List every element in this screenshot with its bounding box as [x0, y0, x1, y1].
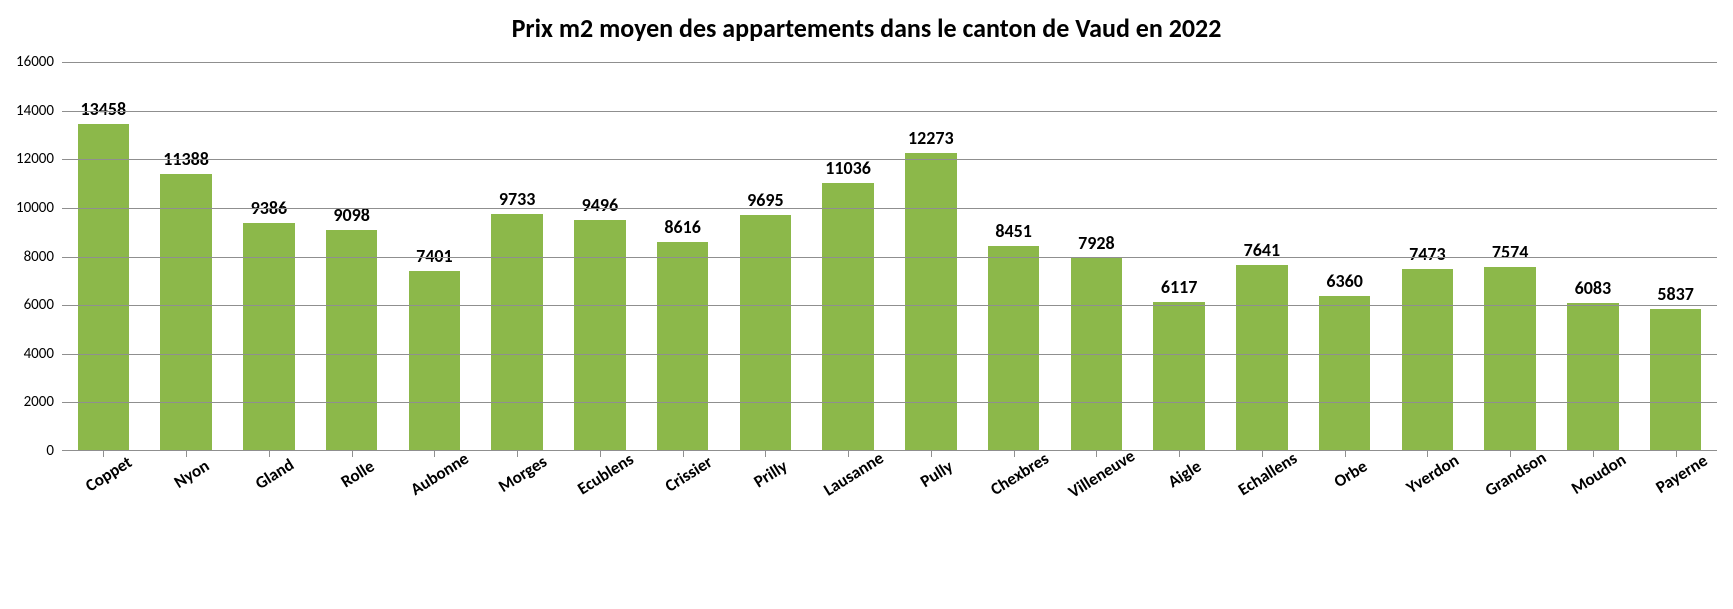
gridline: [62, 402, 1717, 403]
x-tick: [1014, 451, 1015, 457]
x-tick: [1262, 451, 1263, 457]
y-tick-label: 12000: [16, 150, 62, 168]
y-tick-label: 4000: [24, 345, 62, 363]
x-tick-label: Aubonne: [407, 448, 473, 500]
plot-area: 1345811388938690987401973394968616969511…: [62, 62, 1717, 451]
bar: 7401: [409, 271, 460, 451]
bar: 11036: [822, 183, 873, 451]
bar-value-label: 8616: [664, 216, 701, 238]
bar: 9098: [326, 230, 377, 451]
gridline: [62, 62, 1717, 63]
chart-title: Prix m2 moyen des appartements dans le c…: [0, 0, 1733, 44]
bar: 9733: [491, 214, 542, 451]
gridline: [62, 208, 1717, 209]
x-tick-label: Payerne: [1651, 450, 1710, 498]
bar: 6117: [1153, 302, 1204, 451]
bar: 9496: [574, 220, 625, 451]
y-tick-label: 16000: [16, 53, 62, 71]
x-tick: [517, 451, 518, 457]
x-tick-label: Crissier: [661, 451, 716, 496]
x-tick-label: Aigle: [1164, 456, 1205, 493]
x-tick: [352, 451, 353, 457]
x-tick-label: Gland: [251, 454, 297, 494]
x-tick-label: Ecublens: [574, 449, 638, 500]
bar: 7641: [1236, 265, 1287, 451]
x-tick-label: Prilly: [750, 456, 791, 493]
x-tick-label: Coppet: [82, 452, 136, 497]
y-tick-label: 0: [46, 442, 62, 460]
x-tick-label: Grandson: [1481, 447, 1550, 501]
x-tick: [103, 451, 104, 457]
gridline: [62, 305, 1717, 306]
x-tick: [1179, 451, 1180, 457]
x-tick-label: Orbe: [1330, 456, 1371, 492]
bar: 5837: [1650, 309, 1701, 451]
x-tick-label: Chexbres: [986, 448, 1052, 500]
bar: 6360: [1319, 296, 1370, 451]
x-tick: [1345, 451, 1346, 457]
x-axis-labels: Coppet Nyon Gland Rolle Aubonne Morges Ecublen…: [62, 451, 1717, 601]
x-tick-label: Pully: [916, 456, 956, 492]
bar: 9695: [740, 215, 791, 451]
x-tick: [1096, 451, 1097, 457]
x-tick: [269, 451, 270, 457]
bar-value-label: 8451: [995, 220, 1032, 242]
x-tick: [1676, 451, 1677, 457]
gridline: [62, 159, 1717, 160]
bar: 12273: [905, 153, 956, 451]
bar: 7574: [1484, 267, 1535, 451]
y-tick-label: 2000: [24, 393, 62, 411]
x-tick: [931, 451, 932, 457]
bar-chart: Prix m2 moyen des appartements dans le c…: [0, 0, 1733, 609]
bar-value-label: 12273: [908, 127, 954, 149]
bar-value-label: 13458: [81, 98, 127, 120]
x-tick: [600, 451, 601, 457]
bar-value-label: 7641: [1244, 239, 1281, 261]
x-tick: [683, 451, 684, 457]
x-tick-label: Lausanne: [820, 447, 888, 500]
x-tick-label: Villeneuve: [1065, 445, 1139, 502]
bar-value-label: 6360: [1326, 270, 1363, 292]
y-tick-label: 6000: [24, 296, 62, 314]
bar: 8451: [988, 246, 1039, 451]
bar: 6083: [1567, 303, 1618, 451]
x-tick-label: Yverdon: [1403, 450, 1463, 499]
y-tick-label: 8000: [24, 248, 62, 266]
bar-value-label: 7928: [1078, 232, 1115, 254]
bar-value-label: 6083: [1575, 277, 1612, 299]
bar-value-label: 7574: [1492, 241, 1529, 263]
x-tick: [848, 451, 849, 457]
bar: 8616: [657, 242, 708, 451]
bar-value-label: 5837: [1657, 283, 1694, 305]
x-tick: [1510, 451, 1511, 457]
x-tick: [765, 451, 766, 457]
x-tick-label: Echallens: [1234, 448, 1301, 501]
y-tick-label: 14000: [16, 102, 62, 120]
x-tick-label: Nyon: [170, 455, 213, 493]
x-tick-label: Morges: [495, 451, 551, 497]
x-tick: [1427, 451, 1428, 457]
bar-value-label: 6117: [1161, 276, 1198, 298]
bar-value-label: 9496: [582, 194, 619, 216]
gridline: [62, 354, 1717, 355]
y-tick-label: 10000: [16, 199, 62, 217]
bar: 7473: [1402, 269, 1453, 451]
x-tick: [186, 451, 187, 457]
gridline: [62, 257, 1717, 258]
x-tick: [1593, 451, 1594, 457]
x-tick: [434, 451, 435, 457]
gridline: [62, 111, 1717, 112]
bar: 11388: [160, 174, 211, 451]
bar-value-label: 7473: [1409, 243, 1446, 265]
x-tick-label: Rolle: [337, 456, 378, 493]
x-tick-label: Moudon: [1567, 449, 1629, 499]
